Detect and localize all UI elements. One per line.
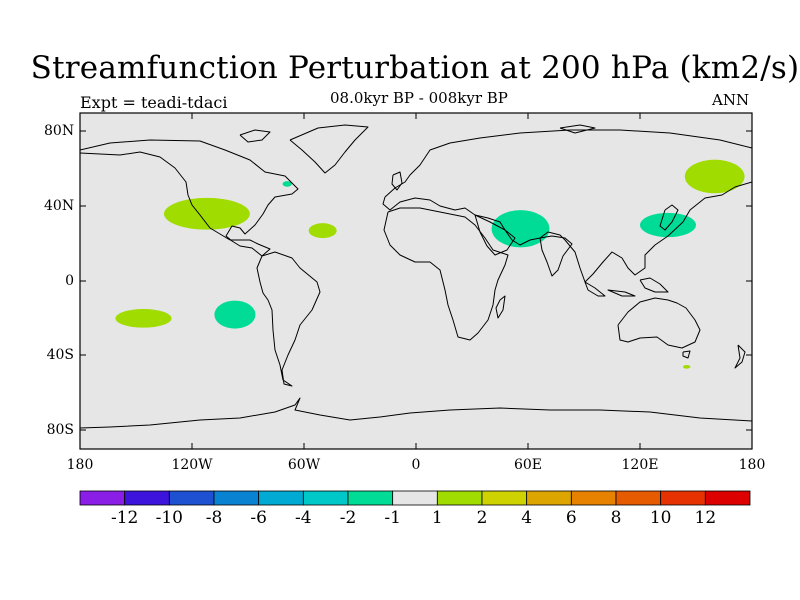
colorbar-level-label: -8 <box>205 508 223 528</box>
colorbar-swatch <box>392 490 438 506</box>
y-tick-label: 80S <box>46 422 74 438</box>
x-tick-label: 120W <box>171 457 213 473</box>
anomaly-north-pacific-positive <box>164 197 250 230</box>
colorbar-level-label: 10 <box>649 508 672 528</box>
x-tick-label: 60W <box>287 457 321 473</box>
arabia-coast <box>474 214 516 256</box>
y-tick-label: 0 <box>65 273 74 289</box>
colorbar <box>79 490 751 506</box>
x-tick-label: 180 <box>66 457 94 473</box>
tasmania-coast <box>682 350 691 359</box>
north-america-coast <box>80 139 299 257</box>
anomaly-labrador-negative <box>282 181 292 187</box>
axis-ticks <box>80 113 752 449</box>
colorbar-swatch <box>124 490 170 506</box>
coastlines <box>80 124 752 429</box>
colorbar-level-label: -12 <box>110 508 139 528</box>
anomaly-south-east-pacific-negative <box>214 300 256 329</box>
colorbar-level-label: 4 <box>521 508 533 528</box>
colorbar-swatch <box>436 490 483 506</box>
colorbar-level-label: -6 <box>250 508 267 528</box>
season-label: ANN <box>712 91 750 109</box>
anomaly-layer <box>115 159 745 369</box>
colorbar-swatch <box>347 490 394 506</box>
map-background <box>80 113 752 449</box>
y-tick-label: 40S <box>46 347 74 363</box>
australia-coast <box>617 297 701 349</box>
anomaly-mid-atlantic-positive <box>308 223 337 239</box>
indonesia-coast <box>584 277 669 297</box>
y-tick-label: 40N <box>44 198 75 214</box>
colorbar-level-label: 8 <box>610 508 622 528</box>
anomaly-arabia-negative <box>491 210 550 248</box>
japan-coast <box>659 204 679 231</box>
madagascar-coast <box>495 295 506 319</box>
experiment-label: Expt = teadi-tdaci <box>80 93 228 112</box>
south-america-coast <box>256 251 321 387</box>
anomaly-tasmania-positive <box>682 365 691 369</box>
eurasia-coast <box>382 129 752 283</box>
chart-title: Streamfunction Perturbation at 200 hPa (… <box>30 50 800 86</box>
colorbar-level-label: -4 <box>295 508 312 528</box>
colorbar-swatch <box>302 490 349 506</box>
uk-coast <box>391 171 403 191</box>
new-zealand-coast <box>734 344 746 369</box>
x-tick-label: 0 <box>411 457 421 473</box>
africa-coast <box>383 207 509 341</box>
colorbar-level-label: -1 <box>384 508 401 528</box>
colorbar-swatch <box>481 490 528 506</box>
anomaly-east-asia-negative <box>640 212 696 238</box>
x-tick-label: 60E <box>513 457 543 473</box>
colorbar-swatch <box>660 490 706 506</box>
period-label: 08.0kyr BP - 008kyr BP <box>330 89 508 107</box>
colorbar-level-label: -10 <box>155 508 184 528</box>
colorbar-level-label: 1 <box>431 508 443 528</box>
colorbar-swatch <box>258 490 304 506</box>
colorbar-swatch <box>615 490 662 506</box>
colorbar-swatch <box>79 490 126 506</box>
colorbar-level-label: -2 <box>339 508 357 528</box>
colorbar-swatch <box>213 490 260 506</box>
antarctica-coast <box>80 397 752 429</box>
colorbar-swatch <box>704 490 751 506</box>
y-tick-label: 80N <box>44 123 75 139</box>
india-coast <box>539 235 573 277</box>
colorbar-level-label: 12 <box>694 508 717 528</box>
x-tick-label: 180 <box>738 457 766 473</box>
colorbar-swatch <box>570 490 617 506</box>
colorbar-level-label: 2 <box>476 508 488 528</box>
arctic-islands-coast <box>239 124 596 143</box>
colorbar-swatch <box>526 490 572 506</box>
colorbar-level-label: 6 <box>565 508 577 528</box>
anomaly-south-pacific-positive <box>115 309 172 328</box>
x-tick-label: 120E <box>621 457 659 473</box>
anomaly-kamchatka-positive <box>684 159 745 194</box>
greenland-coast <box>289 124 369 174</box>
colorbar-swatch <box>168 490 215 506</box>
